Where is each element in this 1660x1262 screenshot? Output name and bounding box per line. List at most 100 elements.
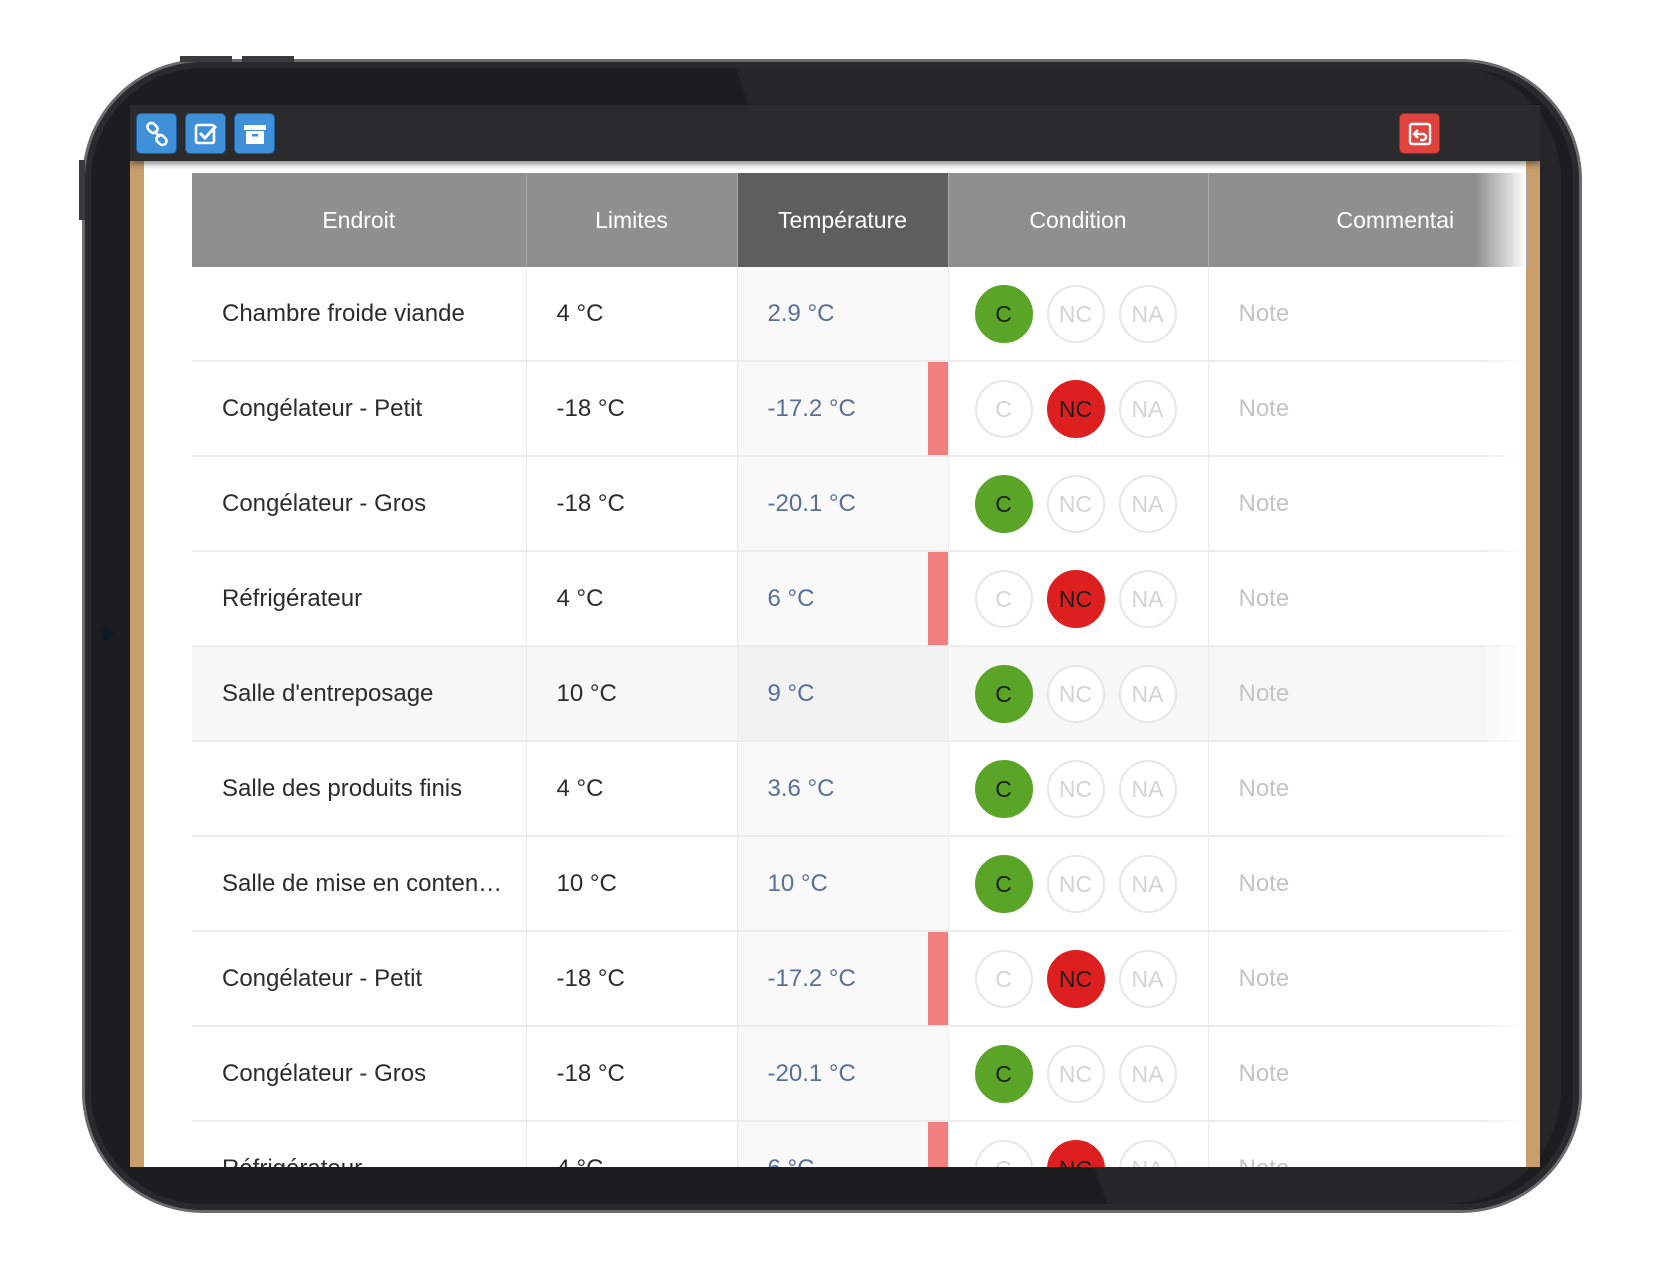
temperature-value: 9 °C: [767, 679, 815, 707]
note-field[interactable]: Note: [1208, 741, 1526, 837]
condition-na-button[interactable]: NA: [1118, 379, 1177, 438]
checklist-button[interactable]: [185, 113, 226, 154]
table-row: Salle des produits finis 4 °C 3.6 °C C NC NA N…: [192, 741, 1526, 837]
note-field[interactable]: Note: [1208, 646, 1526, 742]
temperature-cell[interactable]: 2.9 °C: [737, 267, 949, 362]
column-header-commentaire[interactable]: Commentai: [1208, 173, 1527, 267]
temperature-cell[interactable]: 6 °C: [737, 551, 949, 647]
temperature-cell[interactable]: -17.2 °C: [737, 931, 949, 1027]
condition-na-button[interactable]: NA: [1118, 664, 1177, 723]
location-cell: Salle de mise en conten…: [192, 836, 527, 932]
location-cell: Réfrigérateur: [192, 1121, 527, 1167]
column-header-temperature[interactable]: Température: [737, 173, 949, 267]
temperature-cell[interactable]: 6 °C: [737, 1121, 949, 1168]
condition-na-button[interactable]: NA: [1118, 949, 1177, 1008]
condition-nc-button[interactable]: NC: [1046, 379, 1105, 438]
condition-c-button[interactable]: C: [974, 474, 1033, 533]
condition-na-button[interactable]: NA: [1118, 474, 1177, 533]
temperature-value: -17.2 °C: [767, 964, 856, 992]
temperature-cell[interactable]: 9 °C: [737, 646, 949, 742]
temperature-cell[interactable]: -20.1 °C: [737, 1026, 949, 1122]
note-field[interactable]: Note: [1208, 836, 1526, 932]
temperature-cell[interactable]: -17.2 °C: [737, 361, 949, 457]
undo-button[interactable]: [1399, 113, 1440, 154]
column-header-limites[interactable]: Limites: [526, 173, 738, 267]
location-cell: Congélateur - Petit: [192, 931, 527, 1027]
condition-na-button[interactable]: NA: [1118, 569, 1177, 628]
condition-c-button[interactable]: C: [974, 664, 1033, 723]
table-row: Congélateur - Petit -18 °C -17.2 °C C NC NA No…: [192, 931, 1526, 1027]
temperature-value: 6 °C: [768, 1155, 815, 1168]
condition-c-button[interactable]: C: [974, 854, 1033, 913]
location-cell: Congélateur - Gros: [192, 456, 527, 552]
note-field[interactable]: Note: [1208, 551, 1526, 647]
condition-c-button[interactable]: C: [974, 1139, 1033, 1167]
location-cell: Salle des produits finis: [192, 741, 527, 837]
condition-nc-button[interactable]: NC: [1046, 949, 1105, 1008]
undo-icon: [1408, 122, 1431, 145]
condition-na-button[interactable]: NA: [1118, 759, 1177, 818]
link-button[interactable]: [136, 113, 177, 154]
condition-na-button[interactable]: NA: [1118, 1139, 1177, 1167]
app-screen: Endroit Limites Température Condition Co…: [130, 105, 1540, 1167]
table-row: Congélateur - Petit -18 °C -17.2 °C C NC NA No…: [192, 361, 1526, 457]
note-field[interactable]: Note: [1208, 1026, 1526, 1122]
condition-c-button[interactable]: C: [974, 379, 1033, 438]
table-header: Endroit Limites Température Condition Co…: [192, 173, 1527, 267]
condition-nc-button[interactable]: NC: [1046, 569, 1105, 628]
out-of-range-flag: [927, 932, 947, 1024]
note-field[interactable]: Note: [1208, 361, 1526, 457]
temperature-value: 3.6 °C: [767, 774, 835, 802]
condition-c-button[interactable]: C: [974, 569, 1033, 628]
temperature-cell[interactable]: 3.6 °C: [737, 741, 949, 837]
volume-button: [180, 56, 232, 62]
camera: [101, 628, 113, 640]
temperature-cell[interactable]: -20.1 °C: [737, 456, 949, 552]
condition-nc-button[interactable]: NC: [1046, 854, 1105, 913]
column-header-endroit[interactable]: Endroit: [192, 173, 527, 267]
temperature-value: -17.2 °C: [767, 394, 856, 422]
condition-c-button[interactable]: C: [974, 1044, 1033, 1103]
condition-nc-button[interactable]: NC: [1046, 474, 1105, 533]
note-field[interactable]: Note: [1208, 456, 1526, 552]
condition-nc-button[interactable]: NC: [1046, 284, 1105, 343]
condition-nc-button[interactable]: NC: [1046, 664, 1105, 723]
out-of-range-flag: [927, 1122, 947, 1167]
note-field[interactable]: Note: [1208, 1121, 1526, 1167]
volume-button: [242, 56, 294, 62]
column-header-condition[interactable]: Condition: [948, 173, 1209, 267]
out-of-range-flag: [927, 552, 947, 644]
limit-cell: -18 °C: [526, 456, 738, 552]
note-field[interactable]: Note: [1208, 931, 1526, 1027]
temperature-cell[interactable]: 10 °C: [737, 836, 949, 932]
note-field[interactable]: Note: [1208, 267, 1526, 362]
condition-nc-button[interactable]: NC: [1046, 1139, 1105, 1167]
limit-cell: -18 °C: [526, 361, 738, 457]
condition-nc-button[interactable]: NC: [1046, 759, 1105, 818]
limit-cell: 10 °C: [526, 836, 738, 932]
temperature-value: -20.1 °C: [767, 489, 856, 517]
table-row: Congélateur - Gros -18 °C -20.1 °C C NC NA Not…: [192, 1026, 1526, 1122]
condition-na-button[interactable]: NA: [1118, 854, 1177, 913]
location-cell: Réfrigérateur: [192, 551, 527, 647]
toolbar: [130, 105, 1540, 161]
limit-cell: -18 °C: [526, 1026, 738, 1122]
side-button: [79, 160, 85, 220]
checkbox-icon: [194, 123, 217, 144]
location-cell: Salle d'entreposage: [192, 646, 527, 742]
condition-na-button[interactable]: NA: [1118, 1044, 1177, 1103]
condition-c-button[interactable]: C: [974, 284, 1033, 343]
condition-c-button[interactable]: C: [974, 759, 1033, 818]
condition-na-button[interactable]: NA: [1118, 284, 1177, 343]
archive-button[interactable]: [234, 113, 275, 154]
condition-c-button[interactable]: C: [974, 949, 1033, 1008]
condition-nc-button[interactable]: NC: [1046, 1044, 1105, 1103]
limit-cell: -18 °C: [526, 931, 738, 1027]
